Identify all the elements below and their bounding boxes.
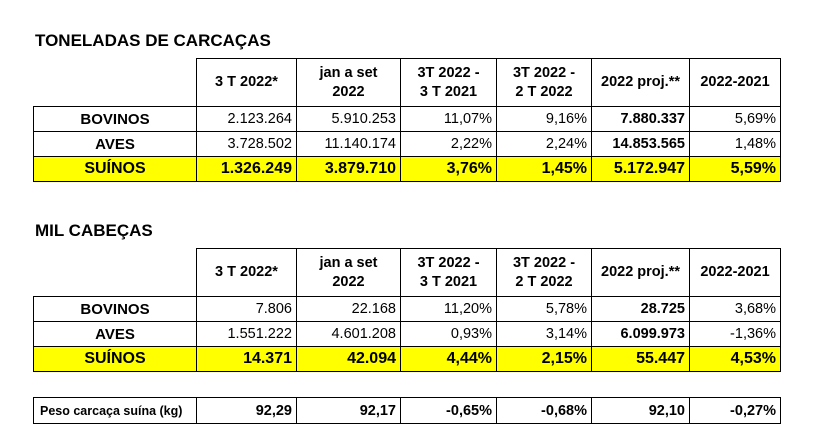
header-cell: jan a set 2022 [296,248,401,297]
cell: 2,15% [496,346,592,372]
header-cell: jan a set 2022 [296,58,401,107]
table-row-aves: AVES 1.551.222 4.601.208 0,93% 3,14% 6.0… [33,321,781,347]
header-cell: 3T 2022 - 2 T 2022 [496,248,592,297]
table-row-bovinos: BOVINOS 2.123.264 5.910.253 11,07% 9,16%… [33,106,781,132]
cell: 4,53% [689,346,781,372]
row-label: Peso carcaça suína (kg) [33,397,197,424]
cell: 1.551.222 [196,321,297,347]
row-label: SUÍNOS [33,156,197,182]
cell: 7.880.337 [591,106,690,132]
cell: 42.094 [296,346,401,372]
cell: 55.447 [591,346,690,372]
header-cell: 3T 2022 - 3 T 2021 [400,58,497,107]
row-label: AVES [33,321,197,347]
cell: 14.853.565 [591,131,690,157]
cell: 22.168 [296,296,401,322]
cell: 1.326.249 [196,156,297,182]
header-row: 3 T 2022* jan a set 2022 3T 2022 - 3 T 2… [34,248,781,297]
header-cell: 3T 2022 - 3 T 2021 [400,248,497,297]
cell: 3,14% [496,321,592,347]
table-toneladas: 3 T 2022* jan a set 2022 3T 2022 - 3 T 2… [33,58,781,182]
cell: 1,45% [496,156,592,182]
header-cell: 3 T 2022* [196,248,297,297]
cell: 28.725 [591,296,690,322]
cell: 2,24% [496,131,592,157]
cell: 6.099.973 [591,321,690,347]
cell: 1,48% [689,131,781,157]
header-cell: 2022-2021 [689,248,781,297]
cell: 7.806 [196,296,297,322]
table-mil-cabecas: 3 T 2022* jan a set 2022 3T 2022 - 3 T 2… [33,248,781,372]
cell: 5,59% [689,156,781,182]
section-title-mil-cabecas: MIL CABEÇAS [35,221,153,240]
header-cell: 2022 proj.** [591,58,690,107]
cell: 3.879.710 [296,156,401,182]
table-row-aves: AVES 3.728.502 11.140.174 2,22% 2,24% 14… [33,131,781,157]
row-label: BOVINOS [33,296,197,322]
cell: -0,27% [689,397,781,424]
header-row: 3 T 2022* jan a set 2022 3T 2022 - 3 T 2… [34,58,781,107]
cell: -0,65% [400,397,497,424]
cell: 2.123.264 [196,106,297,132]
row-label: BOVINOS [33,106,197,132]
cell: 11,07% [400,106,497,132]
row-label: AVES [33,131,197,157]
section-title-toneladas: TONELADAS DE CARCAÇAS [35,31,271,50]
header-cell: 2022-2021 [689,58,781,107]
cell: -1,36% [689,321,781,347]
row-label: SUÍNOS [33,346,197,372]
cell: 9,16% [496,106,592,132]
cell: 4.601.208 [296,321,401,347]
table-row-peso: Peso carcaça suína (kg) 92,29 92,17 -0,6… [33,397,781,424]
table-peso-carcaca: Peso carcaça suína (kg) 92,29 92,17 -0,6… [33,397,781,424]
cell: 92,29 [196,397,297,424]
table-row-suinos: SUÍNOS 1.326.249 3.879.710 3,76% 1,45% 5… [33,156,781,182]
table-row-bovinos: BOVINOS 7.806 22.168 11,20% 5,78% 28.725… [33,296,781,322]
cell: -0,68% [496,397,592,424]
header-cell: 2022 proj.** [591,248,690,297]
cell: 5,78% [496,296,592,322]
cell: 4,44% [400,346,497,372]
cell: 2,22% [400,131,497,157]
cell: 11.140.174 [296,131,401,157]
cell: 5,69% [689,106,781,132]
cell: 92,17 [296,397,401,424]
cell: 3,68% [689,296,781,322]
cell: 3,76% [400,156,497,182]
cell: 3.728.502 [196,131,297,157]
cell: 0,93% [400,321,497,347]
cell: 5.910.253 [296,106,401,132]
cell: 14.371 [196,346,297,372]
header-cell: 3T 2022 - 2 T 2022 [496,58,592,107]
cell: 92,10 [591,397,690,424]
header-cell: 3 T 2022* [196,58,297,107]
cell: 5.172.947 [591,156,690,182]
table-row-suinos: SUÍNOS 14.371 42.094 4,44% 2,15% 55.447 … [33,346,781,372]
cell: 11,20% [400,296,497,322]
